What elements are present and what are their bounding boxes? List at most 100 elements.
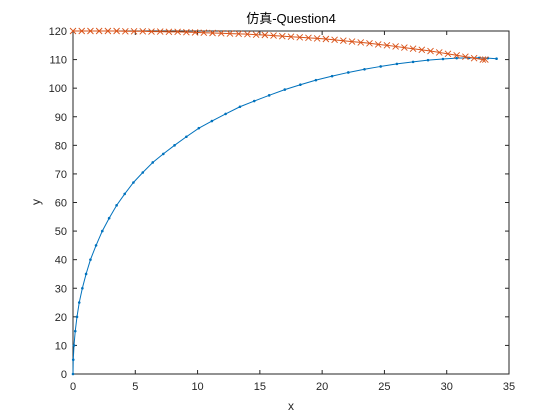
- series-1-point: [162, 152, 165, 156]
- y-tick-label: 80: [55, 140, 67, 152]
- series-1-point: [185, 135, 188, 139]
- series-2-point: [313, 35, 321, 42]
- y-tick-label: 120: [49, 26, 67, 38]
- series-2-point: [191, 29, 199, 36]
- series-2-point: [78, 27, 86, 35]
- series-1-point: [123, 192, 126, 196]
- series-1-point: [495, 57, 498, 61]
- series-1-point: [72, 344, 76, 347]
- series-2-point: [357, 39, 365, 46]
- series-2-point: [270, 32, 277, 39]
- series-1-point: [330, 74, 334, 78]
- y-tick-label: 70: [55, 169, 67, 181]
- series-1-line: [72, 57, 497, 375]
- y-axis-label: y: [29, 199, 43, 205]
- series-2: [69, 27, 489, 63]
- y-tick-label: 10: [55, 340, 67, 352]
- x-tick-label: 15: [254, 381, 266, 393]
- y-tick-label: 0: [61, 369, 67, 381]
- x-tick-label: 35: [503, 381, 515, 393]
- axis-ticks: [72, 30, 510, 375]
- series-2-point: [348, 38, 356, 45]
- series-2-point: [366, 39, 373, 47]
- series-1-point: [81, 286, 84, 290]
- series-1-point: [224, 112, 227, 116]
- series-1-point: [107, 216, 111, 220]
- series-2-point: [209, 29, 216, 37]
- series-1-point: [379, 65, 382, 68]
- y-tick-label: 110: [49, 55, 67, 67]
- series-2-point: [470, 54, 478, 62]
- series-2-point: [340, 37, 347, 45]
- series-1-point: [426, 58, 430, 62]
- series-1-point: [299, 83, 302, 87]
- series-layer: [69, 27, 498, 376]
- series-1-point: [347, 71, 350, 74]
- series-1-point: [77, 301, 81, 304]
- series-2-point: [95, 27, 103, 35]
- series-2-point: [409, 45, 417, 53]
- series-2-point: [87, 27, 94, 35]
- series-1-point: [395, 62, 399, 66]
- series-2-point: [331, 36, 338, 44]
- series-1-point: [75, 315, 79, 319]
- series-2-point: [235, 30, 242, 38]
- y-tick-labels: 0 10 20 30 40 50 60 70 80 90 100 110 120: [49, 26, 67, 381]
- series-2-point: [401, 44, 408, 51]
- series-1-point: [89, 258, 92, 261]
- series-2-point: [392, 43, 399, 50]
- series-2-point: [156, 28, 164, 35]
- y-tick-label: 50: [55, 226, 67, 238]
- x-tick-label: 0: [70, 381, 76, 393]
- series-1-point: [363, 68, 366, 71]
- series-1-point: [441, 57, 445, 61]
- x-tick-label: 10: [191, 381, 203, 393]
- series-2-point: [148, 28, 155, 35]
- series-1-point: [100, 229, 104, 233]
- series-1-point: [238, 105, 242, 109]
- series-2-point: [261, 31, 269, 39]
- series-2-point: [383, 41, 391, 49]
- series-1-point: [151, 161, 155, 164]
- series-2-point: [252, 31, 260, 39]
- series-2-point: [69, 27, 77, 35]
- series-1-point: [411, 60, 415, 64]
- series-1-point: [314, 78, 318, 82]
- series-2-point: [244, 30, 251, 38]
- series-2-point: [322, 35, 330, 43]
- x-tick-label: 20: [316, 381, 328, 393]
- series-2-point: [104, 27, 112, 35]
- series-1-point: [197, 126, 201, 130]
- x-tick-label: 5: [132, 381, 138, 393]
- series-2-point: [435, 49, 443, 56]
- chart-title: 仿真-Question4: [246, 11, 336, 26]
- y-tick-label: 30: [55, 283, 67, 295]
- x-axis-label: x: [288, 399, 294, 413]
- series-2-point: [217, 29, 225, 37]
- series-2-point: [130, 27, 138, 35]
- series-2-point: [139, 27, 147, 35]
- series-1-point: [115, 204, 118, 207]
- series-2-point: [226, 30, 234, 37]
- x-tick-labels: 0 5 10 15 20 25 30 35: [70, 381, 515, 393]
- series-2-point: [374, 41, 382, 48]
- series-2-point: [183, 28, 190, 36]
- series-1-point: [267, 94, 271, 97]
- series-2-point: [427, 47, 434, 55]
- series-2-point: [165, 28, 173, 36]
- y-tick-label: 40: [55, 255, 67, 267]
- series-2-point: [418, 46, 426, 54]
- x-tick-label: 25: [378, 381, 390, 393]
- series-2-point: [122, 27, 129, 35]
- series-2-point: [174, 28, 181, 36]
- y-tick-label: 90: [55, 112, 67, 124]
- series-2-point: [482, 56, 489, 63]
- y-tick-label: 20: [55, 312, 67, 324]
- series-1-point: [73, 329, 77, 333]
- series-1-point: [141, 171, 145, 174]
- series-1-point: [210, 119, 214, 123]
- y-tick-label: 60: [55, 198, 67, 210]
- series-1-point: [71, 372, 75, 376]
